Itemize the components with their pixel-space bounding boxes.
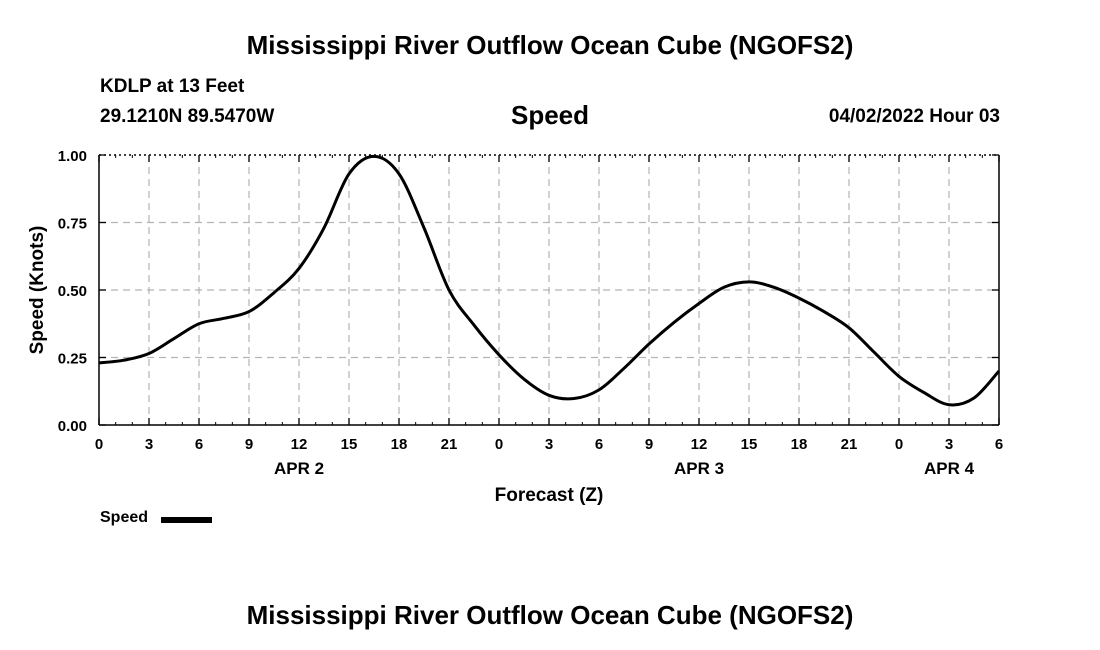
- x-tick-label: 18: [391, 436, 408, 453]
- x-tick-label: 18: [791, 436, 808, 453]
- y-tick-label: 0.00: [58, 418, 87, 435]
- x-tick-label: 3: [945, 436, 953, 453]
- date-label: APR 2: [274, 459, 324, 478]
- x-tick-label: 21: [441, 436, 458, 453]
- main-title: Mississippi River Outflow Ocean Cube (NG…: [246, 30, 854, 60]
- y-tick-label: 0.50: [58, 283, 87, 300]
- x-tick-label: 6: [595, 436, 603, 453]
- variable-title: Speed: [510, 100, 590, 130]
- x-tick-label: 12: [291, 436, 308, 453]
- x-tick-label: 9: [645, 436, 653, 453]
- date-label: APR 4: [924, 459, 975, 478]
- grid-lines: [99, 154, 999, 425]
- x-tick-label: 0: [895, 436, 903, 453]
- forecast-datetime: 04/02/2022 Hour 03: [828, 106, 1000, 127]
- x-tick-label: 0: [495, 436, 503, 453]
- station-label: KDLP at 13 Feet: [100, 76, 245, 97]
- date-label: APR 3: [674, 459, 724, 478]
- speed-chart: 0 3 6 9 12 15 18 21 0 3 6 9 12 15 18 21 0 3 6 0.00 0.25 0.50 0…: [27, 148, 1003, 506]
- x-tick-label: 3: [545, 436, 553, 453]
- footer-title: Mississippi River Outflow Ocean Cube (NG…: [246, 600, 854, 630]
- y-tick-label: 1.00: [58, 148, 87, 165]
- legend-label: Speed: [100, 509, 149, 526]
- x-tick-label: 15: [741, 436, 758, 453]
- x-tick-label: 21: [841, 436, 858, 453]
- x-tick-label: 12: [691, 436, 708, 453]
- x-tick-label: 6: [195, 436, 203, 453]
- y-tick-label: 0.25: [58, 351, 87, 368]
- x-axis-label: Forecast (Z): [495, 485, 604, 506]
- station-coordinates: 29.1210N 89.5470W: [100, 106, 275, 127]
- x-tick-label: 15: [341, 436, 358, 453]
- ticks: 0 3 6 9 12 15 18 21 0 3 6 9 12 15 18 21 0 3 6 0.00 0.25 0.50 0…: [58, 148, 1003, 478]
- x-tick-label: 0: [95, 436, 103, 453]
- x-tick-label: 9: [245, 436, 253, 453]
- series-line-speed: [98, 154, 1001, 407]
- series-layer: [98, 154, 1001, 407]
- x-tick-label: 6: [995, 436, 1003, 453]
- y-axis-label: Speed (Knots): [27, 226, 48, 355]
- x-tick-label: 3: [145, 436, 153, 453]
- legend-line-swatch: [161, 517, 212, 523]
- y-tick-label: 0.75: [58, 216, 87, 233]
